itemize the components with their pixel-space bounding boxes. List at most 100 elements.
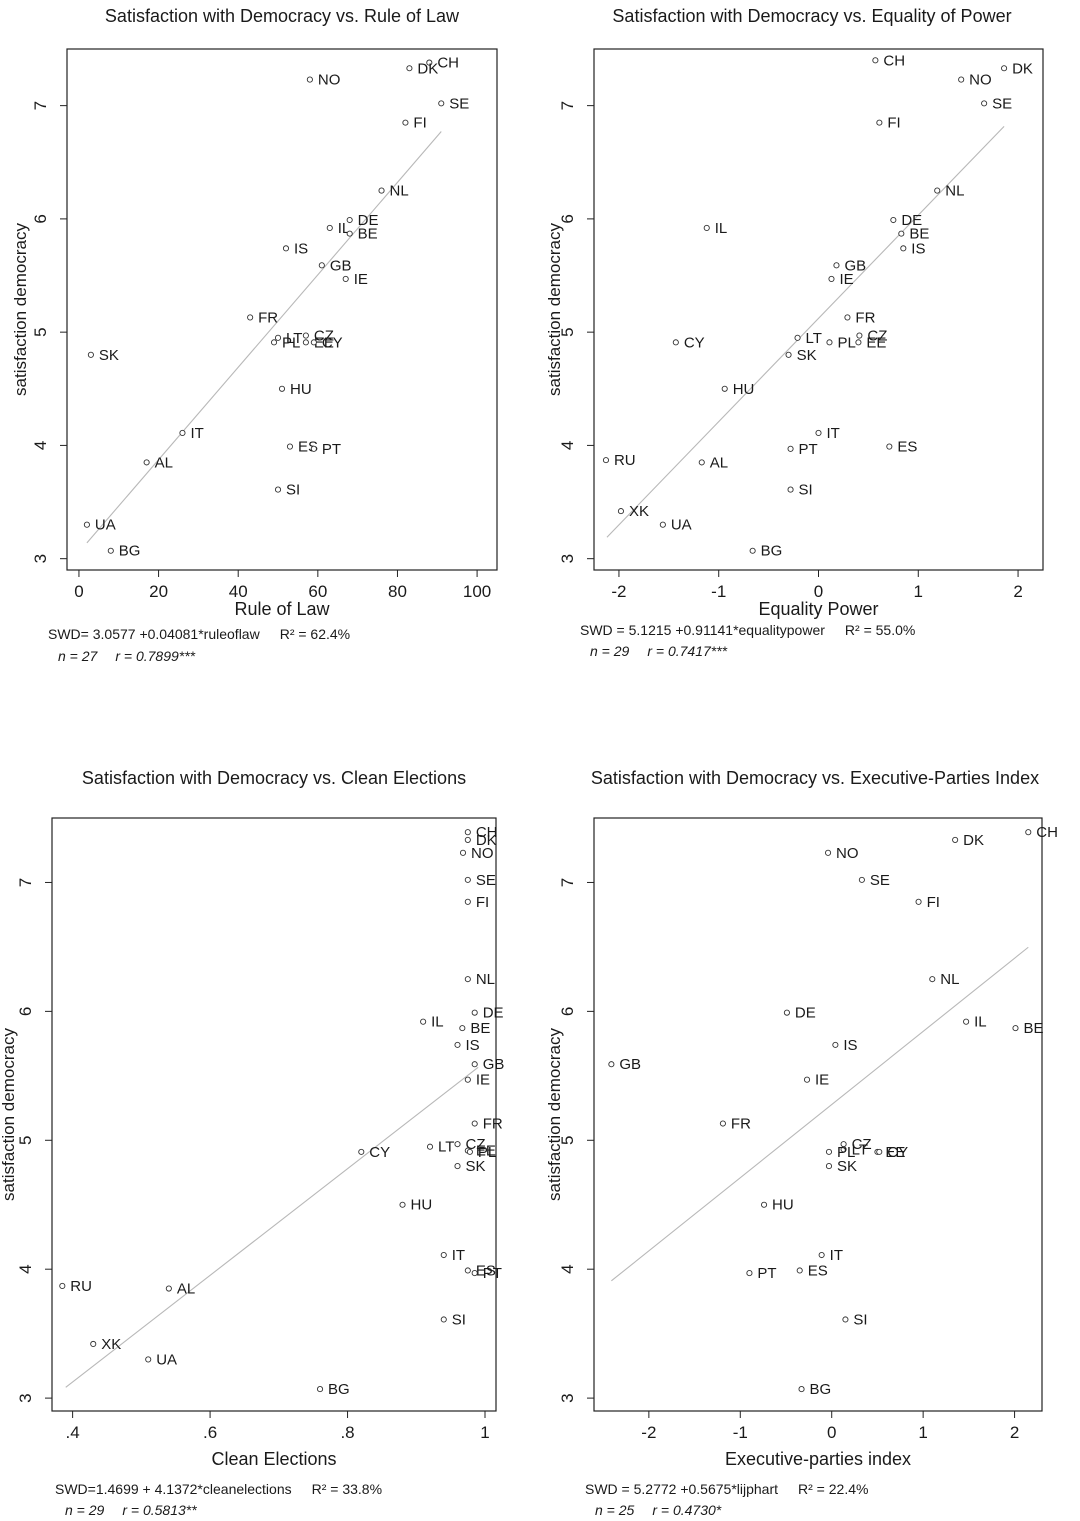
point-label: ES bbox=[476, 1262, 496, 1279]
data-point-cz bbox=[856, 332, 863, 339]
point-label: NL bbox=[945, 183, 964, 200]
point-label: CY bbox=[684, 334, 705, 351]
data-point-is bbox=[282, 245, 290, 252]
point-label: HU bbox=[411, 1197, 433, 1214]
scatter-panel-3: Satisfaction with Democracy vs. Clean El… bbox=[0, 768, 504, 1518]
data-point-it bbox=[818, 1251, 825, 1259]
data-point-is bbox=[832, 1041, 839, 1048]
data-point-no bbox=[459, 849, 467, 856]
data-point-es bbox=[886, 443, 893, 450]
point-label: SE bbox=[870, 872, 890, 889]
data-point-no bbox=[825, 849, 832, 856]
point-label: PT bbox=[757, 1265, 776, 1282]
point-label: EE bbox=[866, 334, 886, 351]
data-point-il bbox=[420, 1018, 427, 1025]
x-tick-label: 0 bbox=[814, 582, 823, 601]
data-point-ie bbox=[803, 1076, 811, 1083]
point-label: IT bbox=[830, 1247, 843, 1264]
r-squared: R² = 55.0% bbox=[845, 622, 915, 638]
point-label: BG bbox=[328, 1381, 350, 1398]
y-tick-label: 3 bbox=[558, 554, 577, 563]
point-label: DK bbox=[1012, 60, 1033, 77]
point-label: CY bbox=[369, 1144, 390, 1161]
x-tick-label: 0 bbox=[74, 582, 83, 601]
y-tick-label: 3 bbox=[558, 1393, 577, 1402]
correlation: r = 0.4730* bbox=[652, 1502, 721, 1518]
correlation: r = 0.5813** bbox=[122, 1502, 197, 1518]
point-label: CH bbox=[476, 824, 498, 841]
fit-line bbox=[606, 126, 1005, 538]
point-label: EE bbox=[476, 1143, 496, 1160]
point-label: EE bbox=[314, 334, 334, 351]
data-point-ie bbox=[464, 1076, 471, 1083]
sample-note: n = 29 r = 0.5813** bbox=[65, 1502, 197, 1518]
data-point-cz bbox=[454, 1141, 461, 1148]
point-label: IT bbox=[190, 425, 203, 442]
x-axis-label: Clean Elections bbox=[211, 1449, 336, 1469]
data-point-es bbox=[796, 1267, 803, 1274]
point-label: UA bbox=[156, 1351, 177, 1368]
data-point-sk bbox=[454, 1163, 461, 1170]
regression-note: SWD=1.4699 + 4.1372*cleanelections R² = 3… bbox=[55, 1481, 382, 1497]
sample-note: n = 25 r = 0.4730* bbox=[595, 1502, 722, 1518]
data-point-nl bbox=[464, 976, 471, 983]
data-point-fi bbox=[876, 119, 883, 126]
point-label: CZ bbox=[867, 328, 887, 345]
data-point-be bbox=[459, 1025, 466, 1032]
data-point-bg bbox=[798, 1386, 805, 1393]
data-point-fi bbox=[464, 898, 471, 905]
data-point-se bbox=[438, 100, 445, 107]
x-tick-label: .4 bbox=[66, 1423, 80, 1442]
data-point-se bbox=[981, 100, 988, 107]
point-label: LT bbox=[286, 330, 302, 347]
point-label: NL bbox=[390, 183, 409, 200]
point-label: SI bbox=[799, 482, 813, 499]
x-tick-label: 100 bbox=[463, 582, 491, 601]
data-point-pt bbox=[787, 445, 794, 452]
y-axis-label: satisfaction democracy bbox=[545, 223, 564, 396]
data-point-be bbox=[898, 230, 905, 237]
sample-note: n = 29 r = 0.7417*** bbox=[590, 643, 728, 659]
data-point-nl bbox=[934, 187, 941, 194]
point-label: GB bbox=[844, 257, 866, 274]
x-tick-label: 1 bbox=[480, 1423, 489, 1442]
fit-line bbox=[86, 131, 442, 544]
point-label: PL bbox=[837, 1144, 855, 1161]
point-label: SI bbox=[853, 1311, 867, 1328]
data-point-gb bbox=[318, 262, 325, 269]
point-label: DE bbox=[483, 1005, 504, 1022]
data-point-sk bbox=[87, 351, 94, 358]
point-label: CH bbox=[883, 52, 905, 69]
data-point-it bbox=[815, 429, 822, 437]
data-point-pt bbox=[746, 1270, 753, 1277]
chart-title: Satisfaction with Democracy vs. Rule of … bbox=[105, 6, 460, 26]
plot-frame bbox=[66, 48, 498, 571]
point-label: BE bbox=[470, 1020, 490, 1037]
data-point-no bbox=[958, 76, 965, 83]
y-axis-label: satisfaction democracy bbox=[0, 1028, 18, 1201]
data-point-bg bbox=[316, 1386, 324, 1393]
y-tick-label: 6 bbox=[558, 1007, 577, 1016]
point-label: PT bbox=[799, 441, 818, 458]
y-tick-label: 4 bbox=[31, 441, 50, 450]
data-point-xk bbox=[617, 508, 624, 515]
chart-title: Satisfaction with Democracy vs. Clean El… bbox=[82, 768, 466, 788]
point-label: FI bbox=[413, 115, 426, 132]
r-squared: R² = 33.8% bbox=[312, 1481, 382, 1497]
data-point-fr bbox=[247, 314, 254, 321]
data-point-fr bbox=[471, 1120, 478, 1127]
data-point-gb bbox=[833, 262, 840, 269]
point-label: IL bbox=[431, 1014, 444, 1031]
data-point-ch bbox=[464, 829, 471, 836]
point-label: GB bbox=[619, 1056, 641, 1073]
regression-note: SWD = 5.2772 +0.5675*lijphart R² = 22.4% bbox=[585, 1481, 868, 1497]
data-point-pt bbox=[471, 1270, 478, 1277]
point-label: SE bbox=[992, 95, 1012, 112]
y-tick-label: 6 bbox=[31, 214, 50, 223]
point-label: ES bbox=[808, 1262, 828, 1279]
y-tick-label: 5 bbox=[16, 1136, 35, 1145]
data-point-sk bbox=[825, 1163, 833, 1170]
point-label: DK bbox=[417, 60, 438, 77]
data-point-cy bbox=[672, 339, 679, 346]
